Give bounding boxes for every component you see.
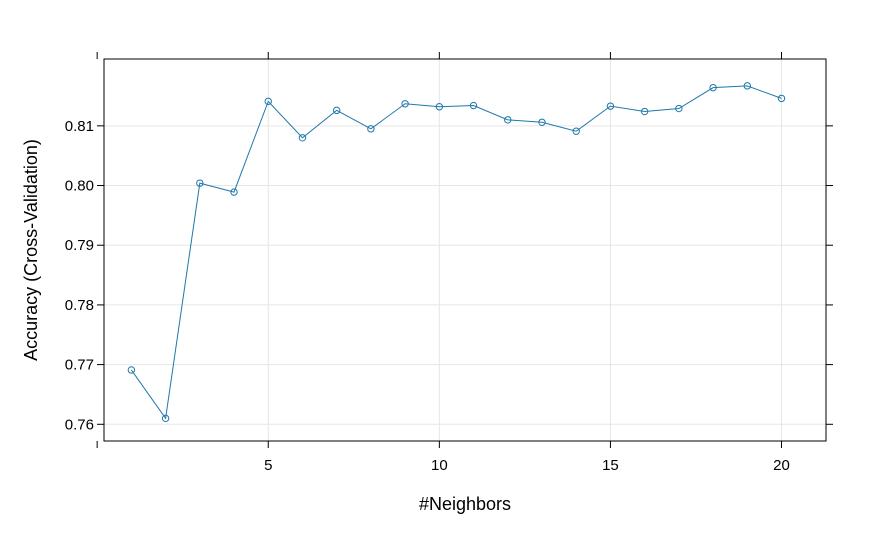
y-tick-label: 0.81 bbox=[65, 118, 94, 135]
x-tick-label: 15 bbox=[602, 457, 619, 474]
tick-labels: 0.76 0.77 0.78 0.79 0.80 0.81 5 10 15 20 bbox=[65, 118, 790, 474]
axis-ticks bbox=[96, 52, 833, 448]
data-point bbox=[161, 414, 170, 423]
data-point bbox=[572, 127, 580, 135]
data-point bbox=[332, 106, 341, 115]
plot-frame bbox=[103, 58, 827, 442]
data-point bbox=[709, 83, 717, 92]
y-tick-label: 0.78 bbox=[65, 297, 94, 314]
data-point bbox=[367, 125, 375, 133]
data-point bbox=[230, 188, 238, 196]
grid bbox=[104, 59, 826, 441]
y-tick-label: 0.80 bbox=[65, 178, 94, 195]
data-point bbox=[606, 102, 615, 110]
x-tick-label: 10 bbox=[431, 457, 448, 474]
data-point bbox=[675, 104, 683, 113]
y-tick-label: 0.76 bbox=[65, 416, 94, 433]
data-point bbox=[743, 82, 751, 90]
data-point bbox=[469, 101, 478, 110]
x-axis-label: #Neighbors bbox=[419, 494, 511, 514]
series-line bbox=[130, 85, 782, 420]
data-point bbox=[504, 116, 512, 124]
y-tick-label: 0.77 bbox=[65, 357, 94, 374]
x-tick-label: 20 bbox=[773, 457, 790, 474]
data-point bbox=[777, 94, 786, 103]
y-tick-label: 0.79 bbox=[65, 237, 94, 254]
data-points bbox=[127, 82, 786, 423]
data-point bbox=[401, 100, 409, 108]
data-point bbox=[640, 107, 649, 116]
data-point bbox=[538, 118, 546, 126]
data-point bbox=[127, 366, 136, 374]
data-point bbox=[264, 97, 272, 106]
data-point bbox=[196, 179, 204, 187]
x-tick-label: 5 bbox=[264, 457, 272, 474]
data-point bbox=[435, 103, 444, 111]
y-axis-label: Accuracy (Cross-Validation) bbox=[21, 139, 41, 361]
data-point bbox=[298, 134, 307, 142]
